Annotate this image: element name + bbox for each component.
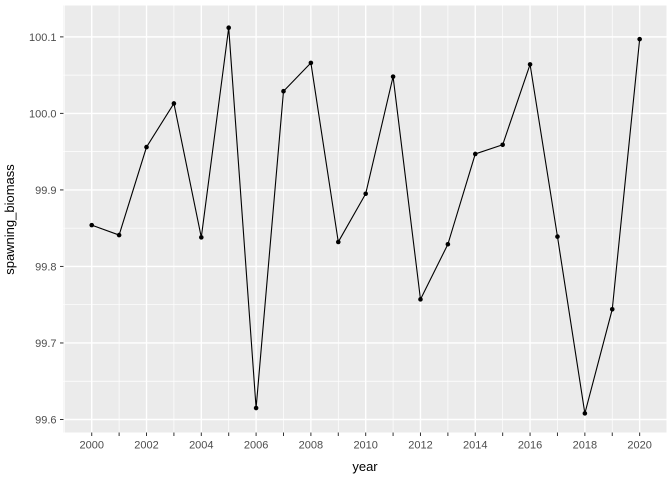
y-tick-label: 99.7 [35,338,56,350]
x-tick-label: 2010 [353,440,377,452]
data-point [226,25,232,30]
y-tick-label: 99.9 [35,185,56,197]
y-tick-label: 99.8 [35,261,56,273]
data-point [171,101,177,106]
data-point [472,151,478,157]
data-point [308,60,314,66]
data-point [445,241,451,247]
x-tick-label: 2014 [463,440,487,452]
x-tick-label: 2004 [189,440,213,452]
data-point [637,36,642,42]
y-axis-title: spawning_biomass [1,5,17,433]
data-point [281,88,286,94]
x-tick-label: 2016 [518,440,542,452]
data-point [335,239,341,245]
y-tick-label: 99.6 [35,414,56,426]
y-axis-title-text: spawning_biomass [1,163,17,275]
x-tick-label: 2006 [244,440,268,452]
x-tick-label: 2020 [627,440,651,452]
data-point [363,191,368,197]
x-tick-label: 2008 [299,440,323,452]
data-point [609,306,615,312]
data-point [253,405,259,411]
data-point [555,234,560,239]
x-axis-title: year [352,459,378,474]
x-tick-label: 2018 [573,440,597,452]
y-tick-label: 100.1 [29,32,57,44]
data-point [500,142,505,148]
x-tick-label: 2012 [408,440,432,452]
y-tick-label: 100.0 [29,108,57,120]
data-point [89,222,95,228]
x-tick-label: 2002 [134,440,158,452]
data-point [582,411,588,416]
data-point [527,62,533,67]
x-tick-label: 2000 [79,440,103,452]
data-point [418,297,423,302]
data-point [144,144,149,150]
data-point [390,74,396,79]
data-point [199,235,204,240]
data-point [116,232,122,238]
